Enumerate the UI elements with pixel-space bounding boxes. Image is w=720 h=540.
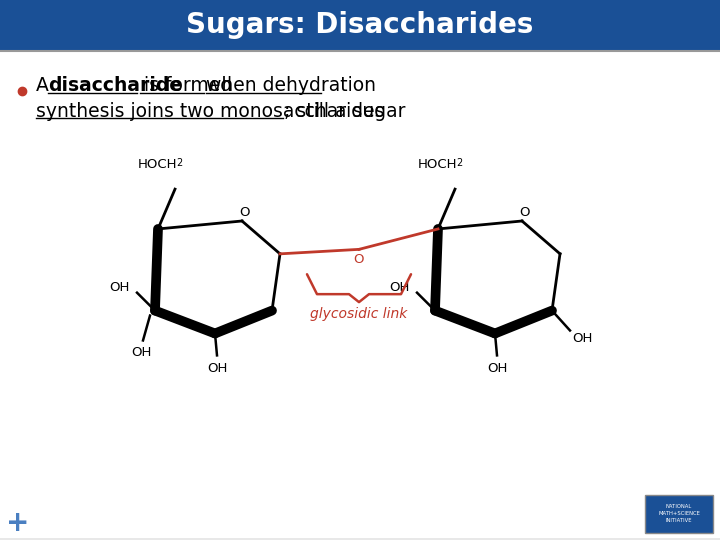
- Text: is formed: is formed: [138, 76, 238, 95]
- FancyBboxPatch shape: [645, 495, 713, 532]
- Text: OH: OH: [109, 281, 129, 294]
- Text: 2: 2: [176, 158, 182, 168]
- Text: A: A: [36, 76, 55, 95]
- FancyBboxPatch shape: [0, 50, 720, 537]
- Text: +: +: [6, 509, 30, 537]
- Text: O: O: [239, 206, 249, 219]
- Text: Sugars: Disaccharides: Sugars: Disaccharides: [186, 11, 534, 39]
- Text: OH: OH: [389, 281, 409, 294]
- Text: disaccharide: disaccharide: [48, 76, 182, 95]
- Text: when dehydration: when dehydration: [206, 76, 376, 95]
- FancyBboxPatch shape: [0, 0, 720, 50]
- Text: OH: OH: [131, 346, 151, 359]
- Text: synthesis joins two monosaccharides: synthesis joins two monosaccharides: [36, 102, 384, 121]
- Text: 2: 2: [456, 158, 462, 168]
- Text: OH: OH: [487, 362, 507, 375]
- Text: O: O: [354, 253, 364, 266]
- Text: ; still a sugar: ; still a sugar: [284, 102, 405, 121]
- Text: OH: OH: [207, 362, 228, 375]
- Text: HOCH: HOCH: [138, 158, 178, 171]
- Text: NATIONAL
MATH+SCIENCE
INITIATIVE: NATIONAL MATH+SCIENCE INITIATIVE: [658, 504, 700, 523]
- Text: glycosidic link: glycosidic link: [310, 307, 408, 321]
- Text: O: O: [518, 206, 529, 219]
- Text: HOCH: HOCH: [418, 158, 457, 171]
- Text: OH: OH: [572, 332, 592, 345]
